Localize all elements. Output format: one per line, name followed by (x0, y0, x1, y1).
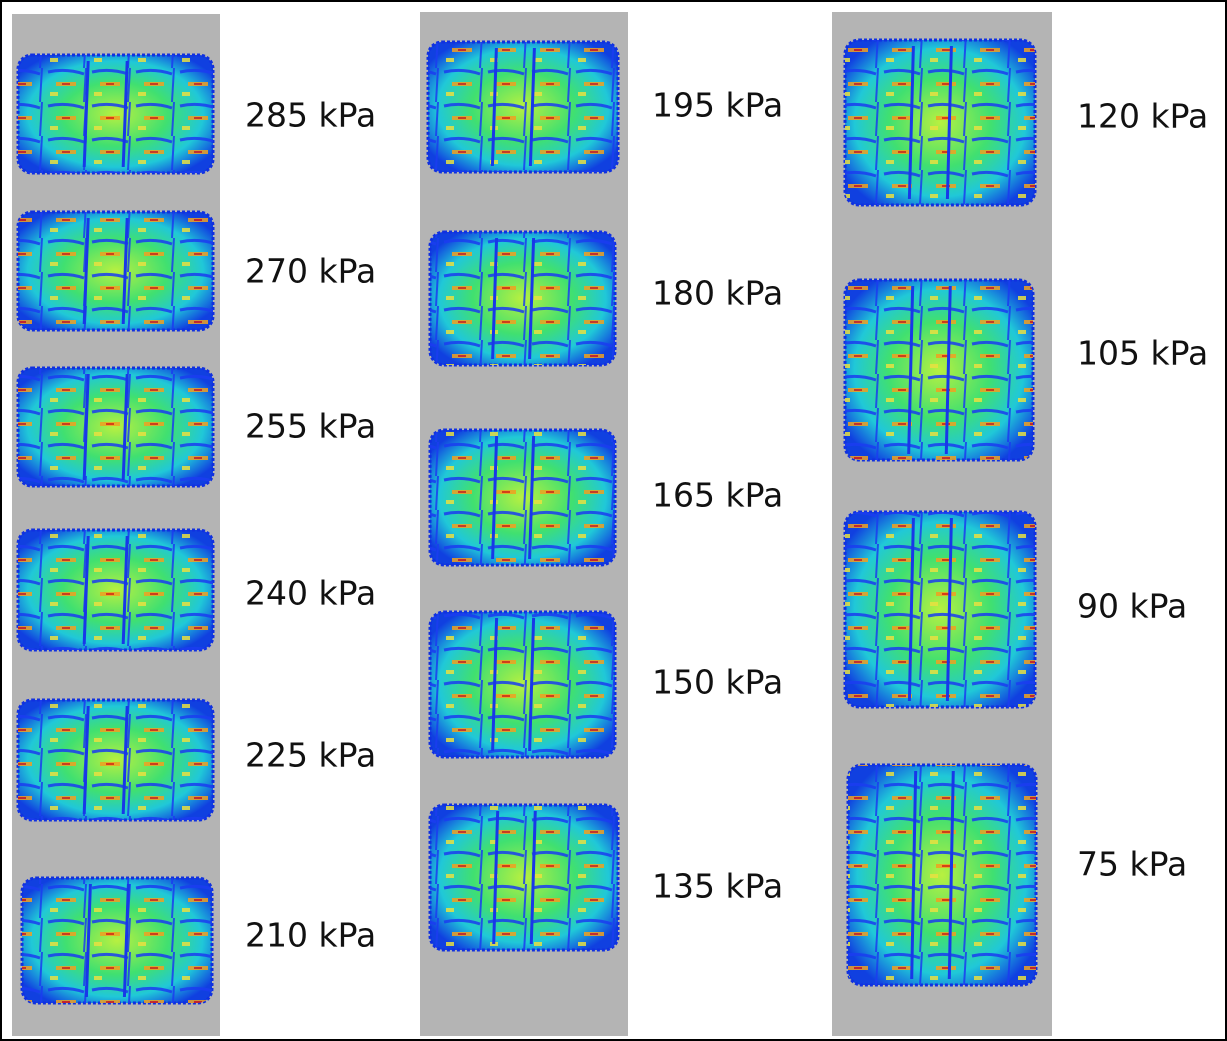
pressure-label: 285 kPa (245, 96, 376, 135)
pressure-label: 255 kPa (245, 407, 376, 446)
footprint-tread (430, 430, 615, 565)
footprint-tread (18, 700, 213, 820)
footprint-tread (22, 878, 212, 1003)
tire-footprint (430, 612, 615, 757)
footprint-tread (430, 805, 618, 950)
footprint-tread (845, 280, 1033, 460)
pressure-label: 75 kPa (1077, 845, 1187, 884)
footprint-tread (428, 42, 618, 172)
footprint-tread (18, 212, 213, 330)
tire-footprint (430, 805, 618, 950)
pressure-label: 225 kPa (245, 736, 376, 775)
tire-footprint (845, 40, 1035, 205)
tire-footprint (845, 280, 1033, 460)
tire-footprint (18, 700, 213, 820)
pressure-label: 105 kPa (1077, 334, 1208, 373)
footprint-tread (845, 40, 1035, 205)
tire-footprint (428, 42, 618, 172)
pressure-label: 180 kPa (652, 274, 783, 313)
pressure-label: 240 kPa (245, 574, 376, 613)
tire-footprint (848, 765, 1036, 985)
footprint-tread (18, 55, 213, 173)
tire-footprint (845, 512, 1035, 707)
footprint-tread (18, 368, 213, 486)
footprint-tread (848, 765, 1036, 985)
pressure-label: 210 kPa (245, 916, 376, 955)
footprint-tread (430, 232, 615, 365)
tire-footprint (18, 530, 213, 650)
pressure-label: 270 kPa (245, 252, 376, 291)
pressure-label: 120 kPa (1077, 97, 1208, 136)
pressure-label: 150 kPa (652, 663, 783, 702)
footprint-tread (845, 512, 1035, 707)
tire-footprint (18, 368, 213, 486)
footprint-tread (430, 612, 615, 757)
figure: 285 kPa 270 kPa 255 kPa 240 kPa 225 kPa 210 k… (0, 0, 1227, 1041)
pressure-label: 195 kPa (652, 86, 783, 125)
pressure-label: 165 kPa (652, 476, 783, 515)
tire-footprint (22, 878, 212, 1003)
tire-footprint (430, 430, 615, 565)
tire-footprint (18, 212, 213, 330)
tire-footprint (430, 232, 615, 365)
pressure-label: 90 kPa (1077, 587, 1187, 626)
pressure-label: 135 kPa (652, 867, 783, 906)
tire-footprint (18, 55, 213, 173)
footprint-tread (18, 530, 213, 650)
